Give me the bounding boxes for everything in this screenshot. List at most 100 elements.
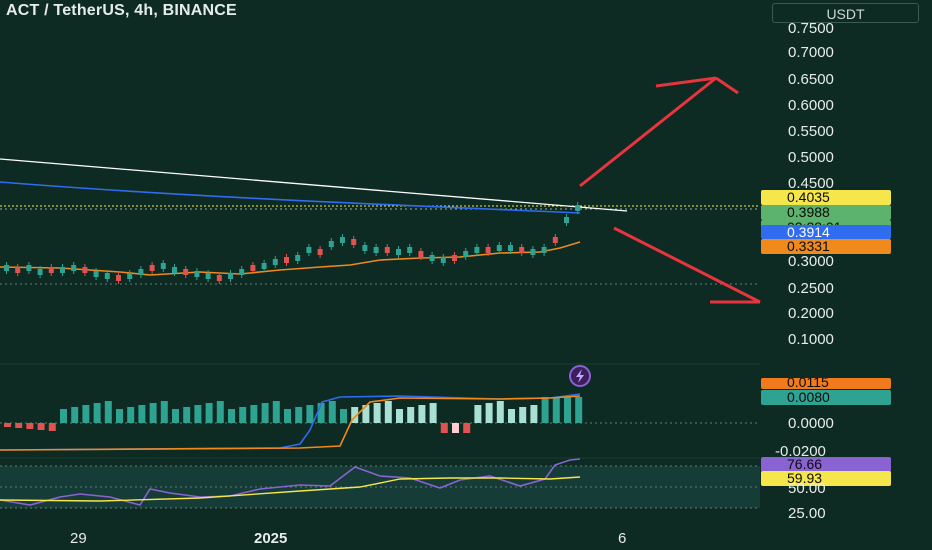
- price-axis-label: 0.7500: [788, 20, 834, 37]
- rsi-tag: 59.93: [761, 471, 891, 486]
- trend-line-white: [0, 158, 628, 212]
- price-axis-label: 0.6000: [788, 97, 834, 114]
- arrow-down: [613, 226, 761, 304]
- candle: [172, 267, 177, 273]
- macd-bar: [306, 405, 314, 423]
- candle: [474, 247, 480, 253]
- candle: [384, 247, 390, 253]
- candle: [396, 249, 401, 255]
- candle: [71, 265, 77, 271]
- macd-bar: [496, 401, 504, 423]
- macd-bar: [418, 405, 426, 423]
- price-tag: 0.3331: [761, 239, 891, 254]
- macd-bar: [541, 397, 549, 423]
- rsi-line: [0, 458, 581, 506]
- arrow-up: [579, 76, 739, 188]
- candle: [306, 247, 312, 253]
- candle: [317, 249, 323, 255]
- macd-bar: [104, 401, 112, 423]
- macd-bar: [463, 423, 471, 433]
- macd-bar: [82, 405, 90, 423]
- macd-bar: [71, 407, 79, 423]
- candle: [48, 267, 54, 273]
- macd-bar: [575, 397, 583, 423]
- candle: [328, 241, 334, 247]
- candle: [463, 251, 469, 257]
- lightning-icon[interactable]: [569, 365, 591, 387]
- macd-bar: [485, 403, 493, 423]
- macd-bar: [26, 423, 34, 429]
- price-axis-label: 0.2500: [788, 280, 834, 297]
- time-axis-label: 2025: [254, 530, 288, 547]
- price-axis-label: 0.5500: [788, 123, 834, 140]
- trend-line-blue: [0, 181, 581, 214]
- candle: [485, 247, 491, 253]
- macd-bar: [340, 409, 347, 423]
- macd-bar: [138, 405, 146, 423]
- candles: [4, 202, 581, 284]
- macd-bar: [452, 423, 459, 433]
- rsi-axis-label: 50.00: [788, 480, 826, 497]
- macd-bar: [530, 405, 538, 423]
- price-axis-label: 0.1000: [788, 331, 834, 348]
- macd-bar: [351, 407, 359, 423]
- candle: [4, 265, 9, 271]
- macd-bar: [429, 403, 437, 423]
- candle: [183, 269, 189, 275]
- price-tag: 0.3988: [761, 205, 891, 220]
- macd-bar: [407, 407, 415, 423]
- candle: [284, 257, 289, 263]
- candle: [541, 247, 547, 253]
- currency-selector[interactable]: USDT: [772, 3, 919, 23]
- candle: [239, 269, 245, 275]
- macd-bar: [272, 401, 280, 423]
- price-axis-label: 0.7000: [788, 44, 834, 61]
- macd-bar: [440, 423, 448, 433]
- macd-bar: [160, 401, 168, 423]
- price-axis-label: 0.6500: [788, 71, 834, 88]
- macd-histogram: [4, 397, 583, 433]
- price-tag: 0.4035: [761, 190, 891, 205]
- macd-bar: [37, 423, 45, 430]
- macd-axis-label: -0.0200: [775, 443, 826, 460]
- macd-bar: [474, 405, 482, 423]
- macd-bar: [396, 409, 403, 423]
- time-axis-label: 29: [70, 530, 87, 547]
- macd-tag: 0.0115: [761, 378, 891, 389]
- candle: [216, 275, 222, 281]
- candle: [26, 265, 32, 271]
- macd-bar: [328, 401, 336, 423]
- macd-bar: [295, 407, 303, 423]
- macd-bar: [183, 407, 191, 423]
- macd-bar: [205, 403, 213, 423]
- candle: [250, 265, 256, 271]
- candle: [418, 251, 424, 257]
- macd-bar: [508, 409, 515, 423]
- macd-tag: 0.0080: [761, 390, 891, 405]
- macd-bar: [564, 397, 571, 423]
- macd-bar: [149, 403, 157, 423]
- price-axis-label: 0.2000: [788, 305, 834, 322]
- macd-axis-label: 0.0000: [788, 415, 834, 432]
- macd-bar: [228, 409, 235, 423]
- macd-bar: [362, 405, 370, 423]
- candle: [127, 273, 133, 279]
- candle: [15, 267, 21, 273]
- candle: [496, 245, 502, 251]
- chart-title: ACT / TetherUS, 4h, BINANCE: [6, 2, 237, 19]
- rsi-tag: 76.66: [761, 457, 891, 472]
- rsi-axis-label: 25.00: [788, 505, 826, 522]
- candle: [508, 245, 513, 251]
- macd-bar: [4, 423, 11, 427]
- candle: [194, 271, 200, 277]
- candle: [575, 205, 581, 211]
- price-axis-label: 0.4500: [788, 175, 834, 192]
- macd-bar: [172, 409, 179, 423]
- macd-bar: [116, 409, 123, 423]
- candle: [440, 257, 446, 263]
- candle: [552, 237, 558, 243]
- candle: [362, 245, 368, 251]
- signal-line: [0, 395, 581, 451]
- macd-bar: [60, 409, 67, 423]
